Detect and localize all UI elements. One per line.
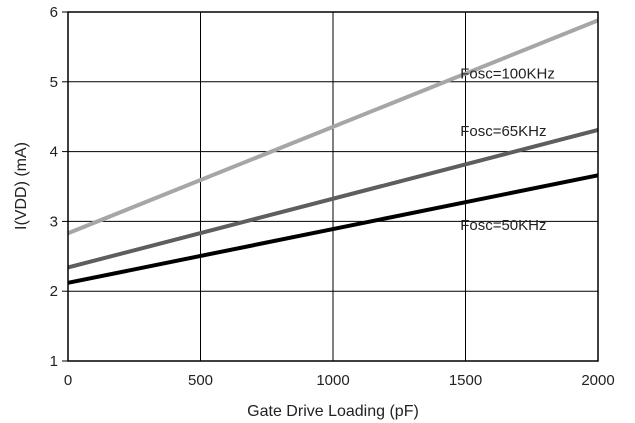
- x-tick-label: 1000: [316, 372, 349, 389]
- series-label: Fosc=65KHz: [460, 123, 546, 140]
- x-tick-label: 0: [64, 372, 72, 389]
- x-tick-label: 1500: [449, 372, 482, 389]
- x-tick-label: 2000: [581, 372, 614, 389]
- series-label: Fosc=50KHz: [460, 217, 546, 234]
- y-tick-label: 3: [50, 213, 58, 230]
- x-tick-labels: 0 500 1000 1500 2000: [64, 372, 615, 389]
- series-line: [67, 18, 599, 236]
- y-tick-label: 6: [50, 4, 58, 21]
- y-tick-label: 1: [50, 353, 58, 370]
- series-lines: [67, 18, 599, 285]
- y-tick-label: 5: [50, 74, 58, 91]
- x-tick-label: 500: [188, 372, 213, 389]
- series-line: [67, 173, 599, 285]
- series-line: [67, 128, 599, 270]
- y-tick-labels: 1 2 3 4 5 6: [50, 4, 58, 370]
- y-axis-title: I(VDD) (mA): [13, 142, 30, 230]
- y-tick-label: 4: [50, 144, 58, 161]
- series-label: Fosc=100KHz: [460, 65, 555, 82]
- series-labels: Fosc=100KHz Fosc=65KHz Fosc=50KHz: [460, 65, 555, 233]
- y-tick-label: 2: [50, 283, 58, 300]
- plot-frame: [67, 11, 599, 362]
- x-axis-title: Gate Drive Loading (pF): [247, 403, 419, 420]
